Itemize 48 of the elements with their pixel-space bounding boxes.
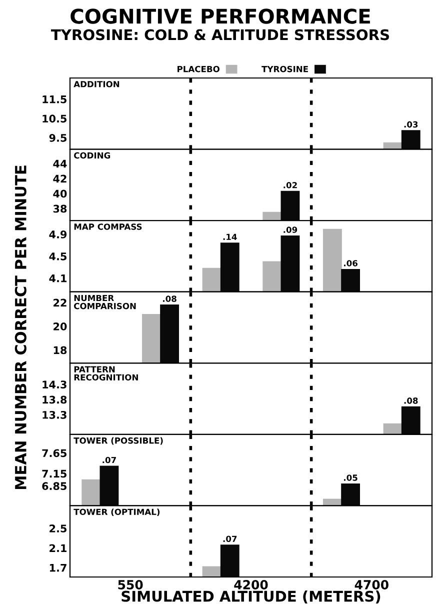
chart-subtitle: TYROSINE: COLD & ALTITUDE STRESSORS bbox=[51, 29, 389, 40]
annotation: ADDITION bbox=[74, 81, 120, 88]
annotation: PATTERN RECOGNITION bbox=[74, 366, 138, 381]
annotation: .09 bbox=[284, 226, 298, 233]
y-tick-label: 11.5 bbox=[42, 96, 66, 104]
annotation: TOWER (OPTIMAL) bbox=[74, 508, 160, 516]
y-axis-title: MEAN NUMBER CORRECT PER MINUTE bbox=[14, 166, 26, 490]
y-tick-label: 9.5 bbox=[49, 134, 66, 142]
annotation: .05 bbox=[344, 474, 358, 481]
y-tick-label: 4.1 bbox=[49, 274, 67, 282]
annotation: .06 bbox=[344, 260, 358, 266]
y-tick-label: 1.7 bbox=[50, 564, 66, 572]
x-tick-label: 4700 bbox=[354, 580, 388, 590]
y-tick-label: 20 bbox=[54, 322, 67, 330]
y-tick-label: 10.5 bbox=[42, 114, 66, 123]
annotation: NUMBER COMPARISON bbox=[74, 294, 136, 310]
y-tick-label: 14.3 bbox=[42, 380, 66, 388]
y-tick-label: 13.8 bbox=[42, 396, 67, 404]
x-axis-title: SIMULATED ALTITUDE (METERS) bbox=[122, 590, 380, 604]
annotation: .08 bbox=[404, 398, 418, 404]
y-tick-label: 7.65 bbox=[42, 449, 66, 458]
y-tick-label: 42 bbox=[53, 174, 66, 183]
y-tick-label: 13.3 bbox=[42, 410, 66, 419]
annotation: .14 bbox=[223, 234, 237, 240]
annotation: .08 bbox=[163, 296, 176, 302]
y-tick-label: 18 bbox=[54, 346, 67, 354]
y-tick-label: 22 bbox=[54, 298, 66, 307]
legend-label: PLACEBO bbox=[178, 66, 220, 72]
y-tick-label: 4.5 bbox=[49, 252, 66, 260]
annotation: TOWER (POSSIBLE) bbox=[74, 437, 163, 445]
y-tick-label: 40 bbox=[53, 190, 67, 198]
annotation: CODING bbox=[74, 152, 110, 159]
annotation: MAP COMPASS bbox=[74, 224, 142, 230]
legend-label: TYROSINE bbox=[262, 66, 308, 72]
y-tick-label: 44 bbox=[53, 160, 67, 168]
y-tick-label: 2.1 bbox=[50, 544, 67, 552]
chart-title: COGNITIVE PERFORMANCE bbox=[70, 8, 370, 24]
y-tick-label: 2.5 bbox=[50, 524, 66, 532]
annotation: .07 bbox=[223, 536, 237, 542]
y-tick-label: 38 bbox=[53, 204, 67, 213]
y-tick-label: 6.85 bbox=[42, 482, 66, 490]
x-tick-label: 4200 bbox=[234, 580, 268, 590]
y-tick-label: 4.9 bbox=[49, 230, 67, 238]
annotation: .02 bbox=[284, 182, 297, 188]
x-tick-label: 550 bbox=[118, 580, 143, 590]
annotation: .07 bbox=[102, 456, 116, 464]
annotation: .03 bbox=[404, 121, 418, 128]
y-tick-label: 7.15 bbox=[42, 470, 66, 478]
